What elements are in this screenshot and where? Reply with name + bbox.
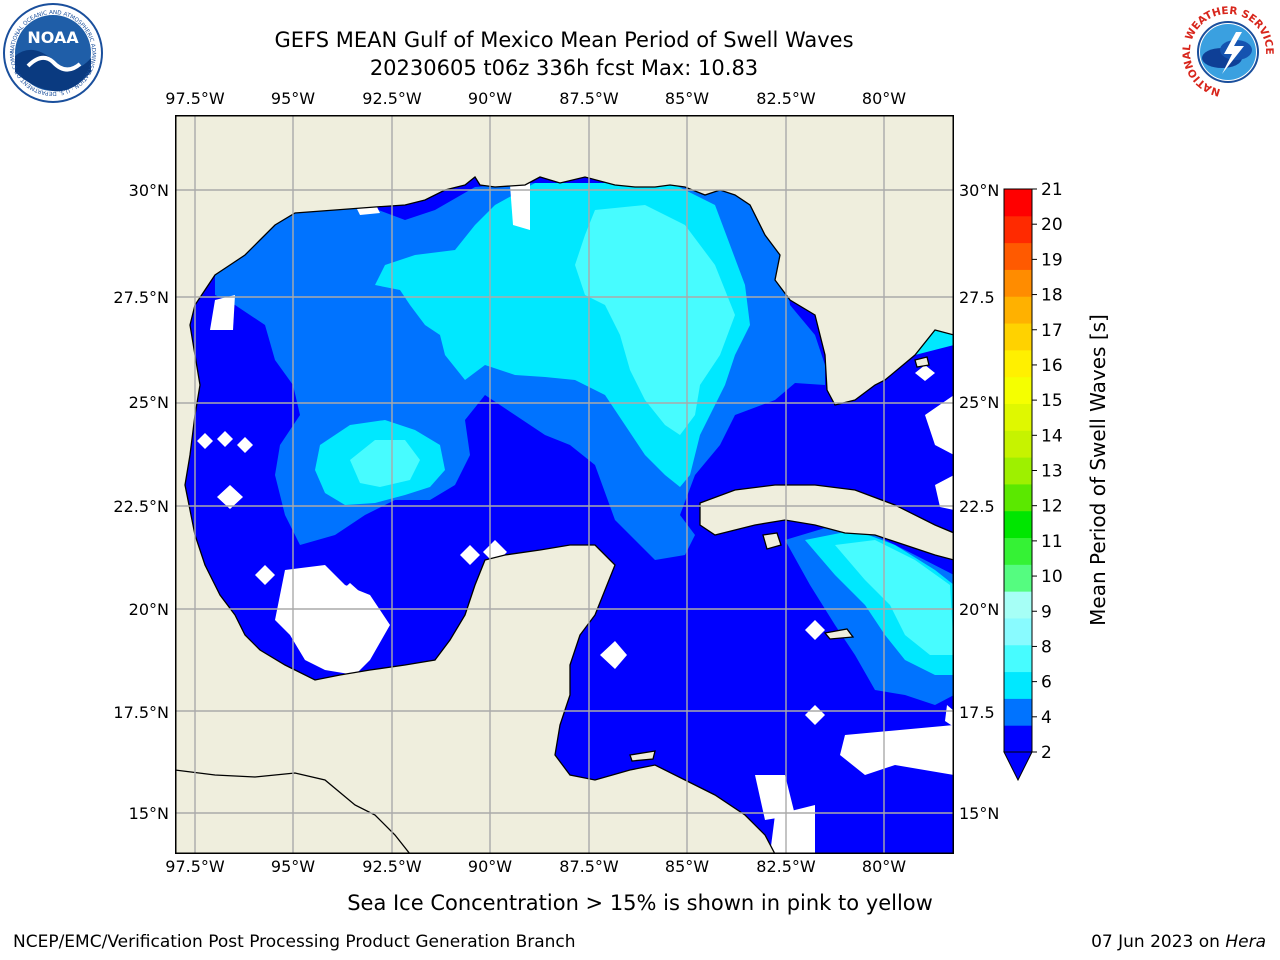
colorbar-swatch <box>1004 296 1032 324</box>
lat-label: 15°N <box>959 804 1000 823</box>
lon-label: 95°W <box>270 89 316 108</box>
colorbar-tick-label: 16 <box>1041 356 1063 376</box>
lat-label: 30°N <box>959 181 1000 200</box>
colorbar-swatch <box>1004 349 1032 378</box>
footer-host: Hera <box>1225 932 1266 952</box>
footer-credit: NCEP/EMC/Verification Post Processing Pr… <box>13 932 576 952</box>
colorbar-swatch <box>1004 591 1032 619</box>
colorbar-tick-label: 2 <box>1041 743 1052 763</box>
colorbar-tick-label: 19 <box>1041 250 1063 270</box>
sea-ice-note: Sea Ice Concentration > 15% is shown in … <box>347 891 933 915</box>
lon-label: 90°W <box>467 857 513 876</box>
map-frame <box>175 115 954 854</box>
colorbar-swatch <box>1004 457 1032 485</box>
lon-label: 92.5°W <box>362 857 422 876</box>
colorbar-swatch <box>1004 376 1032 404</box>
colorbar-swatch <box>1004 644 1032 673</box>
nws-logo: NATIONAL WEATHER SERVICE <box>1178 2 1278 102</box>
lon-label: 80°W <box>861 857 907 876</box>
noaa-logo-text: NOAA <box>27 28 79 47</box>
colorbar-tick-label: 9 <box>1041 602 1052 622</box>
colorbar-swatch <box>1004 537 1032 565</box>
lat-label: 27.5°N <box>113 288 169 307</box>
lat-label: 22.5 <box>959 497 995 516</box>
land-areas <box>175 115 954 854</box>
lon-label: 85°W <box>664 89 710 108</box>
lon-label: 82.5°W <box>756 89 816 108</box>
lat-label: 30°N <box>128 181 169 200</box>
colorbar-swatch <box>1004 725 1032 753</box>
colorbar-swatch <box>1004 483 1032 512</box>
lat-label: 20°N <box>128 600 169 619</box>
lon-label: 92.5°W <box>362 89 422 108</box>
colorbar-tick-label: 10 <box>1041 567 1063 587</box>
colorbar-tick-label: 4 <box>1041 708 1052 728</box>
colorbar-swatch <box>1004 215 1032 244</box>
colorbar-tick-label: 11 <box>1041 532 1063 552</box>
colorbar-swatch <box>1004 698 1032 726</box>
noaa-logo: NOAA NATIONAL OCEANIC AND ATMOSPHERIC AD… <box>0 0 104 104</box>
lon-label: 87.5°W <box>559 857 619 876</box>
gulf-of-mexico-map <box>175 115 954 854</box>
colorbar-swatch <box>1004 403 1032 431</box>
missing-data-areas <box>197 180 954 854</box>
colorbar-swatch <box>1004 564 1032 592</box>
lon-label: 97.5°W <box>165 89 225 108</box>
colorbar-swatch <box>1004 671 1032 699</box>
footer-date: 07 Jun 2023 on Hera <box>1091 932 1266 952</box>
lon-label: 82.5°W <box>756 857 816 876</box>
colorbar-tick-label: 20 <box>1041 215 1063 235</box>
colorbar-swatch <box>1004 189 1032 217</box>
lat-label: 20°N <box>959 600 1000 619</box>
lon-label: 80°W <box>861 89 907 108</box>
lat-label: 15°N <box>128 804 169 823</box>
colorbar-tick-label: 14 <box>1041 426 1063 446</box>
lon-label: 85°W <box>664 857 710 876</box>
lat-label: 27.5 <box>959 288 995 307</box>
colorbar-tick-label: 18 <box>1041 286 1063 306</box>
colorbar-label: Mean Period of Swell Waves [s] <box>1086 314 1110 626</box>
lat-label: 17.5°N <box>113 703 169 722</box>
colorbar-tick-label: 21 <box>1041 180 1063 200</box>
chart-subtitle: 20230605 t06z 336h fcst Max: 10.83 <box>369 56 759 80</box>
lat-label: 25°N <box>128 393 169 412</box>
colorbar-extend-arrow <box>1003 751 1033 782</box>
lat-label: 22.5°N <box>113 497 169 516</box>
lon-label: 95°W <box>270 857 316 876</box>
colorbar-tick-label: 13 <box>1041 462 1063 482</box>
colorbar-swatch <box>1004 269 1032 297</box>
colorbar-swatch <box>1004 510 1032 539</box>
colorbar-swatch <box>1004 242 1032 270</box>
colorbar-swatch <box>1004 617 1032 646</box>
colorbar-swatch <box>1004 430 1032 458</box>
colorbar-tick-label: 17 <box>1041 321 1063 341</box>
lon-label: 87.5°W <box>559 89 619 108</box>
lon-label: 97.5°W <box>165 857 225 876</box>
lat-label: 25°N <box>959 393 1000 412</box>
footer-date-text: 07 Jun 2023 on <box>1091 932 1226 952</box>
lat-label: 17.5 <box>959 703 995 722</box>
colorbar-tick-label: 15 <box>1041 391 1063 411</box>
colorbar-ticks: 21 20 19 18 17 16 15 14 13 12 11 10 9 8 6 4 2 <box>1032 180 1063 763</box>
colorbar-tick-label: 8 <box>1041 637 1052 657</box>
grid-lines <box>175 115 954 854</box>
lon-label: 90°W <box>467 89 513 108</box>
colorbar-tick-label: 12 <box>1041 497 1063 517</box>
colorbar-swatch <box>1004 323 1032 351</box>
colorbar-swatches <box>1004 189 1032 753</box>
colorbar: 21 20 19 18 17 16 15 14 13 12 11 10 9 8 6 4 2 <box>1003 180 1063 782</box>
chart-title: GEFS MEAN Gulf of Mexico Mean Period of … <box>274 28 854 52</box>
colorbar-tick-label: 6 <box>1041 673 1052 693</box>
